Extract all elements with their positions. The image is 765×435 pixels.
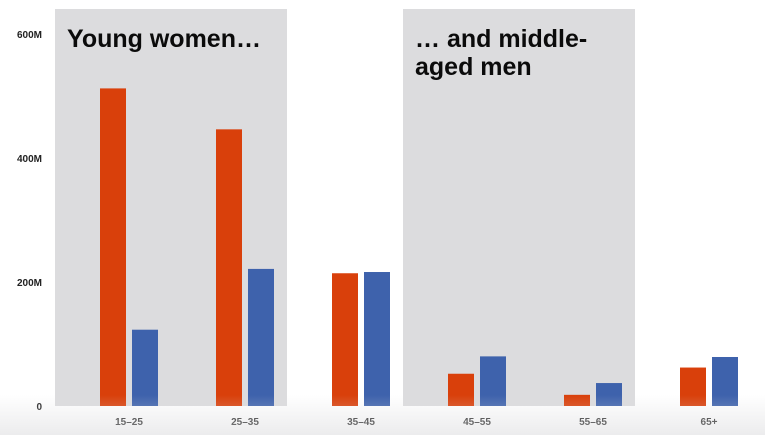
- bar-4-0: [564, 394, 590, 406]
- y-tick-label-3: 600M: [17, 30, 42, 41]
- x-tick-label-3: 45–55: [463, 417, 491, 428]
- bar-4-1: [596, 383, 622, 406]
- highlight-band-1: [403, 9, 635, 406]
- bar-5-1: [712, 356, 738, 406]
- bar-1-1: [248, 268, 274, 406]
- bar-2-0: [332, 273, 358, 406]
- x-axis-tick-labels: 15–25 25–35 35–45 45–55 55–65 65+: [115, 417, 718, 428]
- bar-2-1: [364, 272, 390, 406]
- band-headline-0-0: Young women…: [67, 25, 261, 53]
- bar-1-0: [216, 129, 242, 406]
- bar-3-1: [480, 356, 506, 406]
- bar-0-1: [132, 329, 158, 406]
- bar-0-0: [100, 88, 126, 407]
- bar-3-0: [448, 373, 474, 406]
- y-tick-label-1: 200M: [17, 278, 42, 289]
- bar-5-0: [680, 367, 706, 406]
- band-headline-1-1: aged men: [415, 53, 532, 81]
- x-tick-label-4: 55–65: [579, 417, 607, 428]
- highlight-bands: [55, 9, 635, 406]
- x-tick-label-0: 15–25: [115, 417, 143, 428]
- band-headline-1-0: … and middle-: [415, 25, 587, 53]
- y-tick-label-0: 0: [36, 402, 42, 413]
- x-tick-label-1: 25–35: [231, 417, 259, 428]
- x-tick-label-2: 35–45: [347, 417, 375, 428]
- y-axis-tick-labels: 0 200M 400M 600M: [17, 30, 42, 413]
- y-tick-label-2: 400M: [17, 154, 42, 165]
- band-headlines: Young women… … and middle-aged men: [67, 25, 587, 81]
- x-tick-label-5: 65+: [701, 417, 718, 428]
